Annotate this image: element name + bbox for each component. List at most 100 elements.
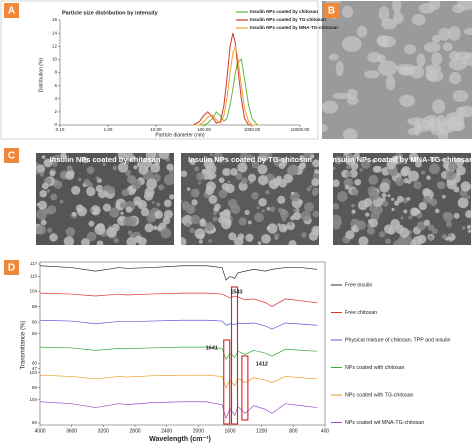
sem-grain xyxy=(306,186,311,192)
y-axis-title: Distribution (%) xyxy=(38,58,44,93)
sem-grain xyxy=(164,174,174,186)
sem-grain xyxy=(456,171,462,176)
sem-grain xyxy=(445,221,453,228)
sem-grain xyxy=(143,191,154,201)
tem-particle xyxy=(332,92,351,100)
sem-texture xyxy=(36,153,471,245)
sem-grain xyxy=(46,189,51,193)
plot-frame xyxy=(39,261,326,426)
tem-particle xyxy=(385,75,396,91)
sem-grain xyxy=(434,208,440,214)
sem-grain xyxy=(387,194,391,198)
sem-grain xyxy=(395,177,404,187)
sem-grain xyxy=(408,215,413,220)
sem-grain xyxy=(269,206,276,212)
sem-grain xyxy=(117,162,129,173)
sem-grain xyxy=(391,207,395,212)
sem-grain xyxy=(334,156,343,165)
tem-particle xyxy=(342,128,358,139)
sem-grain xyxy=(403,178,409,184)
tem-particle xyxy=(427,69,444,83)
y-tick-label: 80 xyxy=(32,420,38,425)
y-tick-label: 104 xyxy=(29,288,37,293)
sem-grain xyxy=(125,206,133,213)
sem-grain xyxy=(77,206,88,217)
sem-grain xyxy=(213,211,217,216)
sem-grain xyxy=(126,236,137,245)
sem-grain xyxy=(365,212,370,217)
sem-grain xyxy=(53,154,61,162)
sem-grains xyxy=(333,153,471,245)
sem-grain xyxy=(189,158,196,166)
panel-label-box xyxy=(4,148,19,163)
sem-grain xyxy=(61,153,66,159)
tem-particle xyxy=(423,42,441,53)
tem-particle xyxy=(457,1,472,11)
image-caption: Insulin NPs coated by MNA-TG-chitosan xyxy=(330,155,474,164)
x-tick-label: 800 xyxy=(289,428,298,434)
sem-grain xyxy=(445,170,456,181)
sem-grain xyxy=(145,153,157,161)
sem-grain xyxy=(227,198,238,209)
sem-grain xyxy=(391,197,395,201)
tem-particle xyxy=(438,127,449,139)
sem-grain xyxy=(289,222,293,226)
sem-grain xyxy=(71,211,77,217)
sem-grain xyxy=(311,178,319,187)
sem-grain xyxy=(426,175,431,180)
sem-grain xyxy=(156,202,161,207)
tem-particle xyxy=(431,52,443,66)
y-tick-label: 117 xyxy=(30,261,38,266)
sem-grain xyxy=(181,170,188,178)
panel-label: A xyxy=(8,6,15,17)
sem-grain xyxy=(394,200,400,206)
sem-grain xyxy=(442,157,447,163)
sem-grain xyxy=(88,220,95,227)
panel-label: D xyxy=(8,263,15,274)
sem-grain xyxy=(141,207,150,217)
sem-grain xyxy=(288,239,297,245)
tem-particle xyxy=(432,34,441,44)
legend-label: NPs coated with chitosan xyxy=(345,365,405,371)
panel-label-box xyxy=(324,3,339,18)
sem-grain xyxy=(428,163,440,175)
sem-grain xyxy=(240,177,248,185)
tem-particle xyxy=(377,60,398,77)
panel-label-box xyxy=(4,260,19,275)
sem-grain xyxy=(343,177,354,188)
sem-grain xyxy=(378,231,386,238)
sem-grain xyxy=(278,162,286,170)
x-tick-label: 1200 xyxy=(256,428,267,434)
data-line xyxy=(193,33,258,126)
x-tick-label: 3600 xyxy=(66,428,77,434)
sem-grain xyxy=(310,154,315,159)
sem-grain xyxy=(94,224,106,236)
sem-grain xyxy=(125,153,135,162)
panel-label: B xyxy=(328,6,335,17)
sem-grain xyxy=(138,165,148,175)
sem-grain xyxy=(101,186,106,191)
sem-grain xyxy=(47,227,53,233)
sem-grain xyxy=(400,216,404,220)
sem-grain xyxy=(152,200,156,204)
sem-grain xyxy=(127,230,133,235)
tem-particle xyxy=(448,50,460,61)
tem-particle xyxy=(395,63,416,71)
sem-grain xyxy=(453,212,460,219)
sem-grain xyxy=(36,224,47,235)
sem-grain xyxy=(299,155,305,161)
tem-particle xyxy=(448,72,462,85)
spectrum-line xyxy=(39,265,318,281)
sem-grain xyxy=(272,177,281,187)
sem-grain xyxy=(415,160,422,168)
sem-grain xyxy=(313,228,319,233)
tem-particle xyxy=(393,11,404,24)
sem-grain xyxy=(356,220,366,230)
sem-grain xyxy=(39,189,47,198)
sem-grain xyxy=(261,234,271,244)
sem-grain xyxy=(81,238,90,245)
sem-grain xyxy=(359,168,363,172)
x-tick-label: 0.10 xyxy=(56,127,65,132)
sem-grain xyxy=(86,231,97,242)
